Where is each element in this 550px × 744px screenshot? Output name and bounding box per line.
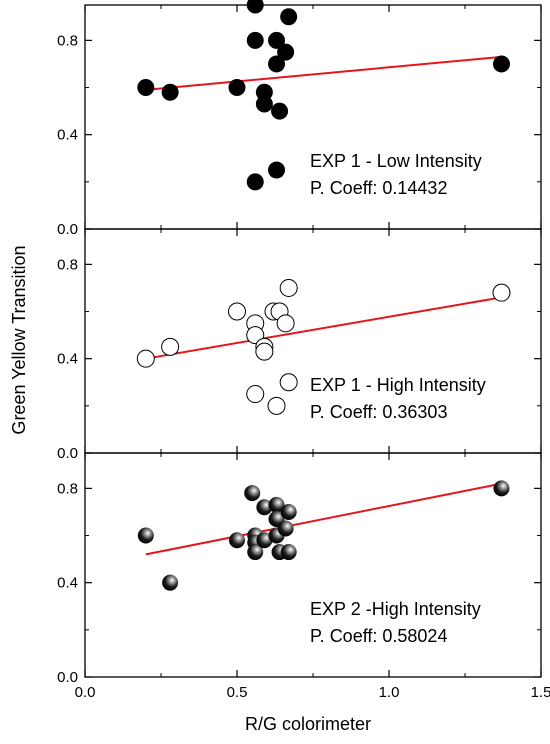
- data-point: [271, 102, 289, 120]
- fit-line: [145, 296, 502, 360]
- data-point: [244, 485, 261, 502]
- data-point: [246, 0, 264, 14]
- y-tick-label: 0.0: [57, 221, 78, 238]
- data-point: [246, 31, 264, 49]
- panel-coefficient: P. Coeff: 0.14432: [310, 178, 447, 198]
- data-point: [246, 173, 264, 191]
- panel-1: 0.0 0.4 0.8 EXP 1 - Low Intensity P. Coeff: …: [57, 0, 542, 238]
- data-point: [268, 55, 286, 73]
- data-point: [162, 574, 179, 591]
- data-point: [255, 95, 273, 113]
- data-point: [493, 480, 510, 497]
- x-tick-label: 0.0: [75, 684, 96, 701]
- data-point: [246, 385, 265, 404]
- data-point: [268, 496, 285, 513]
- data-point: [268, 161, 286, 179]
- panel-coefficient: P. Coeff: 0.36303: [310, 402, 447, 422]
- data-point: [276, 314, 295, 333]
- panel-title: EXP 2 -High Intensity: [310, 599, 481, 619]
- data-point: [268, 31, 286, 49]
- data-point: [256, 532, 273, 549]
- x-axis-label: R/G colorimeter: [245, 714, 371, 734]
- panel-3: 0.0 0.4 0.8 EXP 2 -High Intensity P. Coeff: …: [57, 452, 542, 686]
- data-point: [280, 544, 297, 561]
- y-tick-label: 0.8: [57, 480, 78, 497]
- y-tick-label: 0.0: [57, 669, 78, 686]
- x-tick-label: 1.5: [531, 684, 550, 701]
- panel-coefficient: P. Coeff: 0.58024: [310, 626, 447, 646]
- data-point: [279, 373, 298, 392]
- data-point: [279, 278, 298, 297]
- data-point: [277, 43, 295, 61]
- data-point: [492, 55, 510, 73]
- y-tick-label: 0.4: [57, 575, 78, 592]
- panel-title: EXP 1 - Low Intensity: [310, 151, 482, 171]
- y-axis-label: Green Yellow Transition: [9, 245, 29, 434]
- data-point: [255, 83, 273, 101]
- x-tick-label: 1.0: [379, 684, 400, 701]
- data-point: [229, 532, 245, 549]
- y-tick-label: 0.4: [57, 351, 78, 368]
- panel-2: 0.0 0.4 0.8 EXP 1 - High Intensity P. Coeff:…: [57, 228, 542, 462]
- data-point: [256, 499, 273, 516]
- data-point: [280, 503, 297, 520]
- data-point: [280, 8, 298, 26]
- fit-line: [145, 55, 502, 91]
- data-point: [247, 544, 264, 561]
- data-point: [136, 349, 155, 368]
- y-tick-label: 0.0: [57, 445, 78, 462]
- data-point: [137, 79, 155, 97]
- data-point: [161, 83, 179, 101]
- data-point: [228, 302, 246, 321]
- y-tick-label: 0.8: [57, 32, 78, 49]
- fit-line: [145, 482, 502, 556]
- data-point: [492, 283, 511, 302]
- panels-layer: 0.0 0.4 0.8 EXP 1 - Low Intensity P. Coeff: …: [57, 0, 550, 701]
- panel-title: EXP 1 - High Intensity: [310, 375, 486, 395]
- y-tick-label: 0.8: [57, 256, 78, 273]
- data-point: [277, 520, 294, 537]
- data-point: [228, 79, 246, 97]
- data-point: [267, 396, 286, 415]
- x-tick-label: 0.5: [227, 684, 248, 701]
- data-point: [255, 342, 274, 361]
- data-point: [137, 527, 154, 544]
- y-tick-label: 0.4: [57, 127, 78, 144]
- data-point: [161, 337, 180, 356]
